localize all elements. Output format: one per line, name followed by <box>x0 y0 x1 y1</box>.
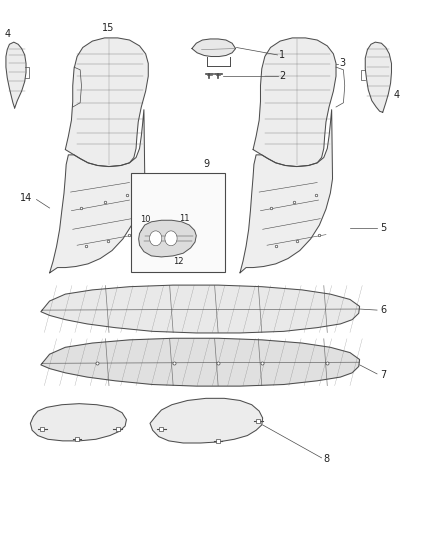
Text: 8: 8 <box>324 455 330 464</box>
Text: 11: 11 <box>179 214 189 223</box>
Text: 3: 3 <box>339 59 345 68</box>
Polygon shape <box>30 403 127 441</box>
Bar <box>131 173 225 272</box>
Polygon shape <box>253 38 336 166</box>
Polygon shape <box>192 39 236 56</box>
Text: 5: 5 <box>381 223 387 233</box>
Text: 1: 1 <box>279 50 286 60</box>
Text: 14: 14 <box>20 193 32 204</box>
Text: 2: 2 <box>279 71 286 81</box>
Text: 6: 6 <box>381 305 387 315</box>
Text: 4: 4 <box>5 29 11 39</box>
Text: 7: 7 <box>381 370 387 380</box>
Text: 15: 15 <box>102 23 114 34</box>
Polygon shape <box>139 220 196 257</box>
Text: 9: 9 <box>204 159 210 169</box>
Circle shape <box>165 231 177 246</box>
Polygon shape <box>49 110 145 273</box>
Text: 12: 12 <box>173 257 183 265</box>
Polygon shape <box>365 42 392 112</box>
Polygon shape <box>65 38 148 166</box>
Polygon shape <box>6 42 26 108</box>
Circle shape <box>150 231 162 246</box>
Polygon shape <box>240 110 332 273</box>
Polygon shape <box>150 398 263 443</box>
Polygon shape <box>41 338 360 386</box>
Polygon shape <box>41 285 360 333</box>
Text: 4: 4 <box>394 90 400 100</box>
Text: 10: 10 <box>141 215 151 224</box>
